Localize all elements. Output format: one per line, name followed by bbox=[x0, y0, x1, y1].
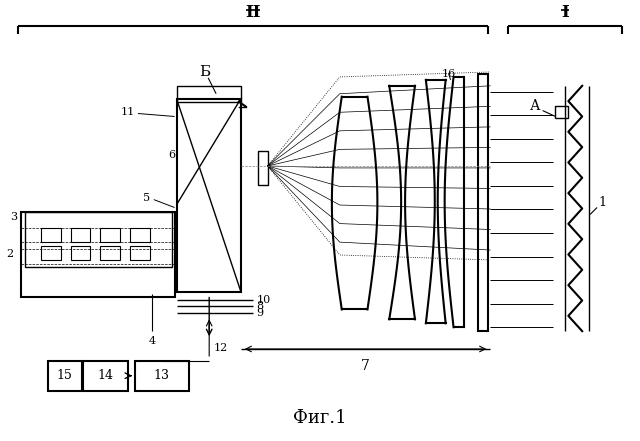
Text: 11: 11 bbox=[121, 107, 135, 116]
Bar bbox=[478, 74, 488, 331]
Text: 4: 4 bbox=[148, 336, 156, 346]
Bar bbox=[258, 151, 268, 185]
Text: 6: 6 bbox=[168, 150, 175, 160]
Text: 9: 9 bbox=[257, 308, 264, 318]
Text: 16: 16 bbox=[442, 69, 456, 79]
Text: 5: 5 bbox=[143, 193, 150, 202]
Text: II: II bbox=[246, 4, 261, 21]
Text: Фиг.1: Фиг.1 bbox=[293, 409, 347, 427]
Bar bbox=[177, 99, 241, 292]
Text: I: I bbox=[561, 4, 569, 21]
Text: 8: 8 bbox=[257, 302, 264, 311]
Bar bbox=[21, 213, 175, 296]
Bar bbox=[25, 213, 172, 267]
Bar bbox=[100, 228, 120, 242]
Bar bbox=[100, 246, 120, 260]
Text: 2: 2 bbox=[6, 249, 13, 259]
Text: 1: 1 bbox=[598, 196, 606, 209]
Bar bbox=[130, 228, 150, 242]
Bar bbox=[556, 105, 568, 119]
Text: 7: 7 bbox=[361, 359, 370, 373]
Text: 3: 3 bbox=[10, 213, 17, 222]
Text: 15: 15 bbox=[57, 369, 73, 382]
Text: 13: 13 bbox=[154, 369, 170, 382]
Text: 14: 14 bbox=[97, 369, 113, 382]
Text: 10: 10 bbox=[257, 295, 271, 305]
Bar bbox=[41, 246, 61, 260]
Text: Б: Б bbox=[198, 65, 210, 79]
Bar bbox=[70, 228, 90, 242]
Bar bbox=[130, 246, 150, 260]
Bar bbox=[48, 361, 81, 391]
Bar bbox=[177, 86, 241, 101]
Text: А: А bbox=[529, 99, 540, 112]
Text: 12: 12 bbox=[214, 343, 228, 353]
Bar bbox=[41, 228, 61, 242]
Bar bbox=[70, 246, 90, 260]
Bar bbox=[83, 361, 128, 391]
Bar bbox=[135, 361, 189, 391]
